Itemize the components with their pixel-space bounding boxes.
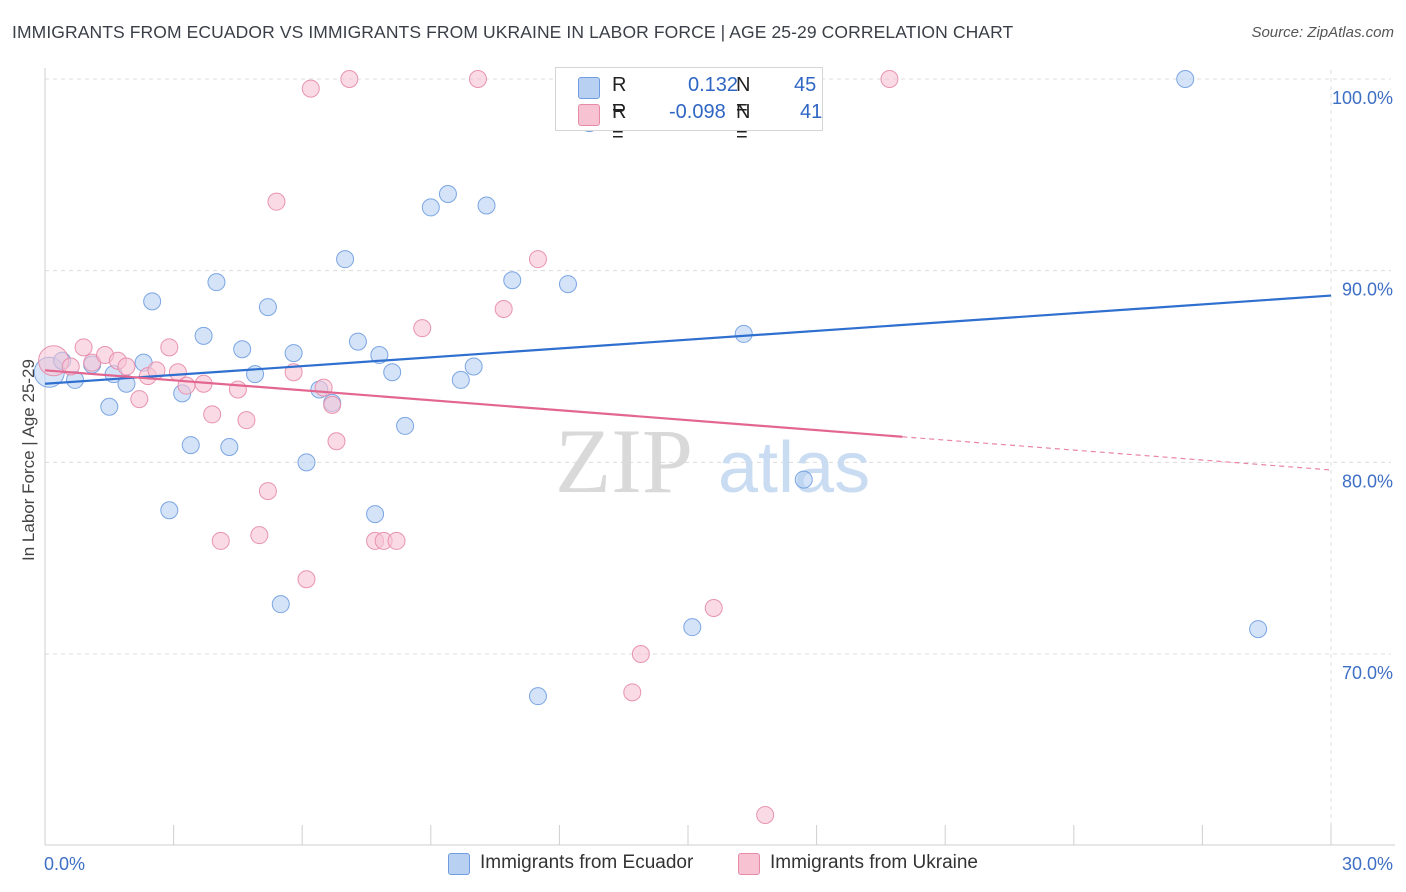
ecuador-point [503,271,522,290]
ecuador-point [1176,70,1195,88]
ecuador-point [683,618,702,637]
ukraine-point [880,70,899,88]
ukraine-point [297,570,316,589]
source-credit: Source: ZipAtlas.com [1251,24,1394,41]
ukraine-point [237,411,256,430]
ukraine-point [228,380,247,399]
ecuador-point [336,250,355,269]
ukraine-point [340,70,359,88]
ukraine-point [74,338,93,357]
ukraine-point [623,683,642,702]
r-value: 0.132 [688,74,739,96]
ukraine-point [160,338,179,357]
watermark-zip: ZIP [555,410,693,512]
ukraine-point [323,395,342,414]
ukraine-point [130,390,149,409]
ecuador-point [421,198,440,217]
ecuador-point [284,344,303,363]
y-axis-title: In Labor Force | Age 25-29 [19,359,38,561]
r-label: R = [612,101,627,146]
ecuador-point [477,196,496,215]
ecuador-point [143,292,162,311]
y-tick-label: 70.0% [1342,663,1393,683]
ukraine-point [211,531,230,550]
stats-legend: R = 0.132 N = 45 R = -0.098 N = 41 [555,67,823,146]
ukraine-point [203,405,222,424]
ukraine-swatch-icon [578,104,600,126]
ecuador-point [297,453,316,472]
ukraine-point [301,79,320,98]
watermark-atlas: atlas [718,428,870,508]
ecuador-swatch-icon [578,77,600,99]
ukraine-point [327,432,346,451]
y-tick-label: 90.0% [1342,280,1393,300]
x-tick-label: 30.0% [1342,854,1393,874]
ecuador-point [794,470,813,489]
ecuador-point [438,185,457,203]
ukraine-point [468,70,487,88]
ukraine-trend-line [44,369,903,438]
ecuador-point [258,298,277,317]
ecuador-point [383,363,402,382]
ecuador-point [558,275,577,294]
n-value: 45 [794,74,817,96]
trend-lines [44,294,1332,471]
chart-title: IMMIGRANTS FROM ECUADOR VS IMMIGRANTS FR… [12,22,1014,42]
legend-label: Immigrants from Ecuador [480,852,694,873]
ukraine-point [267,192,286,211]
ukraine-point [117,357,136,376]
n-label: N = [736,74,751,119]
axis-labels: 70.0% 80.0% 90.0% 100.0% 0.0% 30.0% [44,88,1393,874]
ukraine-point [704,599,723,617]
ecuador-point [194,326,213,345]
ukraine-point [250,526,269,545]
ecuador-point [451,370,470,389]
ecuador-point [1249,620,1268,639]
ecuador-point [464,357,483,376]
ecuador-point [181,436,200,455]
y-tick-label: 80.0% [1342,471,1393,491]
r-value: -0.098 [669,101,726,123]
ecuador-point [207,273,226,292]
ukraine-trend-line-extension [902,436,1332,471]
n-label: N = [736,101,751,146]
ecuador-point [348,332,367,351]
ecuador-point [734,324,753,343]
ecuador-swatch-icon [448,853,470,875]
ecuador-point [160,501,179,520]
ukraine-point [177,376,196,395]
x-tick-label: 0.0% [44,854,85,874]
axes [44,68,1395,846]
ecuador-point [396,416,415,435]
ukraine-point [494,300,513,318]
ecuador-point [370,346,389,364]
ukraine-point [387,531,406,550]
ecuador-point [100,397,119,416]
legend-label: Immigrants from Ukraine [770,852,978,873]
ukraine-point [61,357,80,376]
n-value: 41 [800,101,823,123]
ukraine-point [756,806,775,824]
ecuador-trend-line [44,294,1332,385]
ecuador-point [233,340,252,359]
ecuador-point [366,505,385,524]
ukraine-point [528,250,547,269]
ukraine-point [631,645,650,663]
y-tick-label: 100.0% [1332,88,1393,108]
r-label: R = [612,74,627,119]
ukraine-point [258,482,277,501]
ecuador-point [528,687,547,706]
ukraine-swatch-icon [738,853,760,875]
series-legend: Immigrants from Ecuador Immigrants from … [0,852,1406,878]
ecuador-point [220,438,239,456]
gridlines [45,70,1391,845]
ukraine-point [413,319,432,338]
ukraine-point [314,378,333,397]
ecuador-point [271,595,290,614]
